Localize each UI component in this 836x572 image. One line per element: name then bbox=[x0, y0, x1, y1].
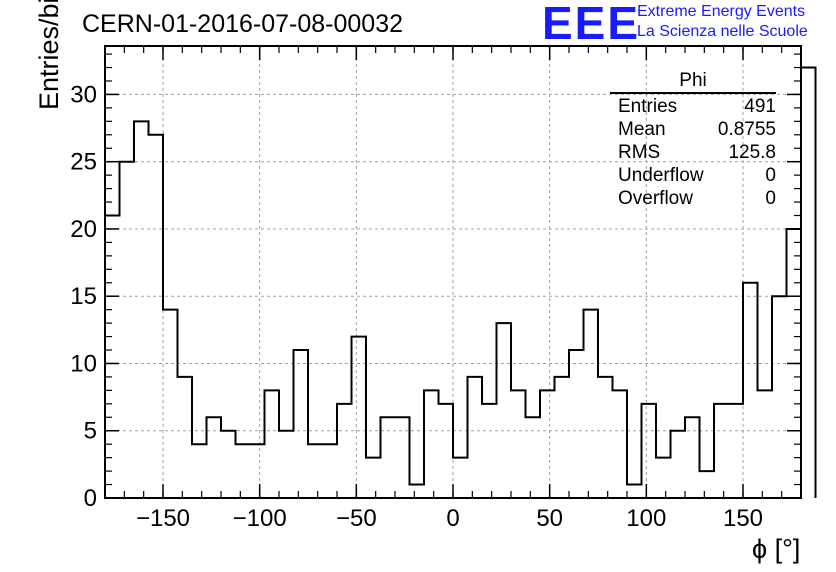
histogram-bar bbox=[729, 404, 744, 498]
histogram-bar bbox=[598, 377, 613, 498]
x-tick-label: −50 bbox=[336, 505, 377, 532]
y-tick-label: 5 bbox=[84, 418, 97, 445]
histogram-bar bbox=[366, 458, 381, 498]
stats-row-overflow: Overflow 0 bbox=[610, 187, 776, 210]
logo-caption: Extreme Energy Events La Scienza nelle S… bbox=[637, 2, 808, 42]
histogram-bar bbox=[308, 444, 323, 498]
histogram-bar bbox=[221, 431, 236, 498]
stats-value: 0 bbox=[765, 188, 776, 209]
y-tick-label: 0 bbox=[84, 485, 97, 512]
histogram-bar bbox=[294, 350, 309, 498]
histogram-bar bbox=[236, 444, 251, 498]
y-tick-label: 10 bbox=[70, 350, 97, 377]
stats-value: 125.8 bbox=[728, 142, 776, 163]
stats-row-mean: Mean 0.8755 bbox=[610, 118, 776, 141]
histogram-bar bbox=[526, 417, 541, 498]
histogram-bar bbox=[613, 390, 628, 498]
stats-value: 0.8755 bbox=[717, 119, 776, 140]
histogram-bar bbox=[120, 162, 135, 498]
x-tick-label: 50 bbox=[536, 505, 563, 532]
x-tick-label: 100 bbox=[626, 505, 666, 532]
stats-title: Phi bbox=[610, 70, 776, 94]
histogram-bar bbox=[265, 390, 280, 498]
logo-caption-line1: Extreme Energy Events bbox=[637, 3, 806, 20]
histogram-bar bbox=[424, 390, 439, 498]
histogram-bar bbox=[700, 471, 715, 498]
histogram-bar bbox=[671, 431, 686, 498]
histogram-bar bbox=[627, 485, 642, 498]
histogram-bar bbox=[801, 68, 816, 498]
histogram-bar bbox=[758, 390, 773, 498]
histogram-bar bbox=[439, 404, 454, 498]
histogram-bar bbox=[207, 417, 222, 498]
histogram-bar bbox=[714, 404, 729, 498]
histogram-bar bbox=[642, 404, 657, 498]
histogram-bar bbox=[178, 377, 193, 498]
histogram-bar bbox=[323, 444, 338, 498]
histogram-bar bbox=[555, 377, 570, 498]
histogram-bar bbox=[584, 310, 599, 498]
logo-caption-line2: La Scienza nelle Scuole bbox=[637, 23, 808, 40]
x-tick-label: 0 bbox=[446, 505, 459, 532]
y-tick-label: 20 bbox=[70, 216, 97, 243]
x-axis-label: ϕ [°] bbox=[752, 534, 801, 564]
histogram-bar bbox=[743, 283, 758, 498]
stats-row-rms: RMS 125.8 bbox=[610, 141, 776, 164]
stats-label: Underflow bbox=[618, 165, 704, 186]
histogram-bar bbox=[337, 404, 352, 498]
tick-labels: −150 −100 −50 0 50 100 150 0 5 10 15 20 25 30 bbox=[70, 81, 763, 532]
histogram-outline bbox=[104, 66, 817, 498]
histogram-bar bbox=[250, 444, 265, 498]
histogram-bar bbox=[395, 417, 410, 498]
stats-row-underflow: Underflow 0 bbox=[610, 164, 776, 187]
histogram-bar bbox=[497, 323, 512, 498]
histogram-bars bbox=[104, 66, 817, 499]
histogram-bar bbox=[163, 310, 178, 498]
histogram-bar bbox=[279, 431, 294, 498]
x-tick-label: 150 bbox=[723, 505, 763, 532]
histogram-bar bbox=[540, 390, 555, 498]
y-tick-label: 30 bbox=[70, 81, 97, 108]
histogram-bar bbox=[787, 229, 802, 498]
histogram-bar bbox=[453, 458, 468, 498]
stats-label: RMS bbox=[618, 142, 661, 163]
y-axis-label: Entries/bin bbox=[34, 0, 64, 110]
stats-label: Overflow bbox=[618, 188, 693, 209]
histogram-bar bbox=[410, 485, 425, 498]
x-tick-label: −100 bbox=[233, 505, 287, 532]
histogram-bar bbox=[352, 337, 367, 498]
histogram-bar bbox=[468, 377, 483, 498]
histogram-bar bbox=[105, 216, 120, 499]
stats-value: 491 bbox=[744, 96, 776, 117]
histogram-bar bbox=[134, 121, 149, 498]
stats-label: Entries bbox=[618, 96, 678, 117]
stats-box: Phi Entries 491 Mean 0.8755 RMS 125.8 Un… bbox=[610, 70, 776, 210]
stats-row-entries: Entries 491 bbox=[610, 95, 776, 118]
histogram-bar bbox=[149, 135, 164, 498]
histogram-bar bbox=[192, 444, 207, 498]
eee-logo: EEE bbox=[542, 0, 641, 49]
stats-label: Mean bbox=[618, 119, 666, 140]
histogram-bar bbox=[511, 390, 526, 498]
run-title: CERN-01-2016-07-08-00032 bbox=[82, 10, 404, 38]
stats-value: 0 bbox=[765, 165, 776, 186]
histogram-bar bbox=[482, 404, 497, 498]
histogram-bar bbox=[381, 417, 396, 498]
y-tick-label: 25 bbox=[70, 149, 97, 176]
x-tick-label: −150 bbox=[136, 505, 190, 532]
y-tick-label: 15 bbox=[70, 283, 97, 310]
histogram-bar bbox=[656, 458, 671, 498]
histogram-bar bbox=[569, 350, 584, 498]
histogram-bar bbox=[685, 417, 700, 498]
histogram-bar bbox=[772, 296, 787, 498]
